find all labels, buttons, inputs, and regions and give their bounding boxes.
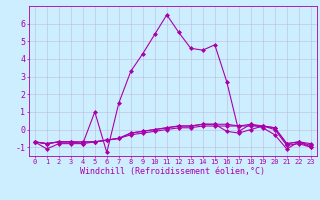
X-axis label: Windchill (Refroidissement éolien,°C): Windchill (Refroidissement éolien,°C)	[80, 167, 265, 176]
